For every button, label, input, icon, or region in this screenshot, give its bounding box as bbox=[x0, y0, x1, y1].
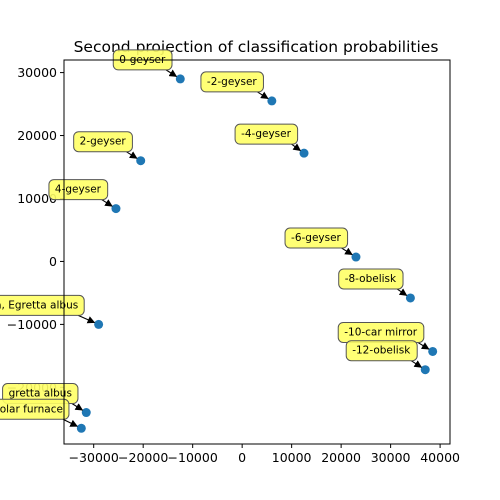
annotation-arrow bbox=[257, 91, 269, 99]
annotation: -12-obelisk bbox=[345, 340, 418, 362]
annotation: 2-geyser bbox=[73, 131, 133, 153]
annotation-label: olar furnace bbox=[0, 403, 63, 415]
annotation-arrow bbox=[341, 247, 353, 256]
annotation-arrow bbox=[291, 143, 301, 151]
annotation-label: -4-geyser bbox=[241, 128, 292, 140]
data-points bbox=[76, 74, 438, 433]
annotation-label: 2-geyser bbox=[80, 136, 127, 148]
scatter-point bbox=[428, 346, 438, 356]
scatter-point bbox=[136, 156, 146, 166]
annotation-arrow bbox=[62, 418, 78, 427]
annotation: -6-geyser bbox=[284, 227, 349, 249]
x-tick-label: −30000 bbox=[69, 450, 119, 465]
annotation-label: 4-geyser bbox=[55, 184, 102, 196]
annotation-arrow bbox=[71, 403, 84, 411]
annotation-box bbox=[234, 123, 299, 145]
annotation-box bbox=[0, 398, 70, 420]
scatter-point bbox=[94, 319, 104, 329]
y-tick-label: −10000 bbox=[7, 317, 57, 332]
scatter-point bbox=[351, 252, 361, 262]
x-tick-label: −10000 bbox=[168, 450, 218, 465]
annotation: -4-geyser bbox=[234, 123, 299, 145]
y-tick-label: 0 bbox=[49, 254, 57, 269]
annotation: -2-geyser bbox=[200, 71, 264, 93]
scatter-point bbox=[420, 365, 430, 375]
annotation-arrow bbox=[417, 341, 430, 350]
plot-frame bbox=[63, 59, 451, 445]
x-tick-label: 20000 bbox=[321, 450, 361, 465]
annotation: a, Egretta albus bbox=[0, 294, 85, 316]
annotation-arrow bbox=[165, 69, 178, 77]
scatter-point bbox=[76, 423, 86, 433]
annotation-box bbox=[345, 340, 418, 362]
annotation-label: -12-obelisk bbox=[352, 345, 411, 357]
x-tick-label: 40000 bbox=[420, 450, 460, 465]
annotation-label: -6-geyser bbox=[291, 232, 342, 244]
annotation-box bbox=[338, 268, 404, 290]
scatter-point bbox=[267, 96, 277, 106]
scatter-point bbox=[81, 408, 91, 418]
annotation-box bbox=[0, 294, 85, 316]
annotation-label: -10-car mirror bbox=[344, 326, 418, 338]
x-tick-label: −20000 bbox=[118, 450, 168, 465]
annotation-arrow bbox=[126, 151, 138, 159]
y-tick-label: 10000 bbox=[17, 191, 57, 206]
scatter-point bbox=[175, 74, 185, 84]
annotation-arrow bbox=[77, 314, 96, 324]
annotation-label: gretta albus bbox=[9, 388, 72, 400]
scatter-point bbox=[111, 204, 121, 214]
annotation-label: -2-geyser bbox=[207, 76, 258, 88]
x-tick-label: 0 bbox=[238, 450, 246, 465]
annotation-box bbox=[73, 131, 133, 153]
annotation-arrow bbox=[396, 288, 408, 296]
annotation: 4-geyser bbox=[48, 179, 109, 201]
annotation: -10-car mirror bbox=[337, 321, 425, 343]
annotation: gretta albus bbox=[2, 383, 79, 405]
annotation-box bbox=[200, 71, 264, 93]
y-tick-label: 30000 bbox=[17, 65, 57, 80]
annotation: -8-obelisk bbox=[338, 268, 404, 290]
annotation-label: a, Egretta albus bbox=[0, 299, 78, 311]
annotation-arrow bbox=[101, 199, 113, 207]
annotation-label: -8-obelisk bbox=[345, 273, 397, 285]
x-tick-label: 30000 bbox=[371, 450, 411, 465]
x-axis: −30000 −20000 −10000 0 10000 20000 30000 40000 bbox=[69, 444, 460, 465]
annotation-box bbox=[284, 227, 349, 249]
y-tick-label: 20000 bbox=[17, 128, 57, 143]
scatter-point bbox=[299, 148, 309, 158]
x-tick-label: 10000 bbox=[272, 450, 312, 465]
annotations: 0-geyser-2-geyser2-geyser-4-geyser4-geys… bbox=[0, 49, 430, 427]
scatter-point bbox=[405, 293, 415, 303]
annotation-arrow bbox=[410, 360, 423, 368]
annotation: olar furnace bbox=[0, 398, 70, 420]
